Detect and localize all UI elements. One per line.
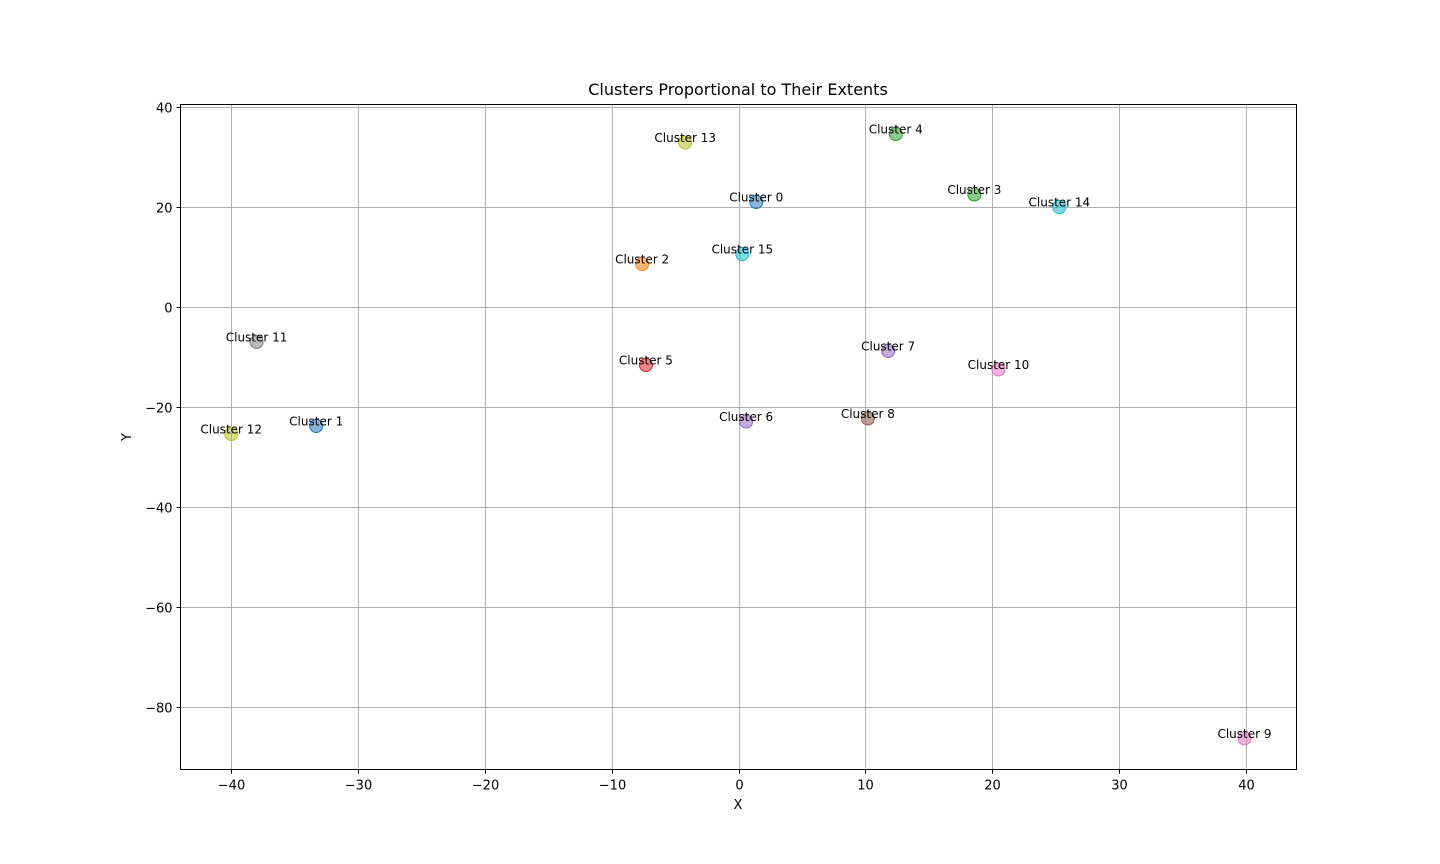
y-tick-label: −20	[145, 402, 172, 417]
data-point	[967, 187, 982, 202]
x-tick-label: −30	[345, 779, 372, 794]
point-label: Cluster 0	[729, 191, 783, 205]
x-tick-label: −40	[218, 779, 245, 794]
data-point	[860, 411, 875, 426]
point-label: Cluster 8	[841, 407, 895, 421]
y-tick-label: −80	[145, 702, 172, 717]
data-point	[749, 195, 764, 209]
point-label: Cluster 14	[1029, 196, 1091, 210]
point-label: Cluster 5	[619, 354, 673, 368]
data-point	[1052, 200, 1067, 214]
plot-frame	[180, 104, 1297, 770]
data-point	[739, 414, 754, 429]
data-point	[991, 362, 1006, 377]
grid	[180, 104, 1297, 770]
data-point	[224, 427, 239, 441]
point-label: Cluster 15	[711, 243, 773, 257]
x-tick-label: 10	[857, 779, 874, 794]
point-label: Cluster 1	[289, 415, 343, 429]
y-tick-label: 0	[164, 302, 172, 317]
y-tick-label: 40	[156, 102, 173, 117]
x-tick-label: −10	[599, 779, 626, 794]
point-label: Cluster 3	[947, 183, 1001, 197]
point-label: Cluster 12	[200, 423, 262, 437]
data-points: Cluster 0 Cluster 1 Cluster 2 Cluster 3 Clus…	[200, 123, 1272, 746]
x-tick-label: −20	[472, 779, 499, 794]
data-point	[678, 135, 693, 150]
data-point	[881, 344, 896, 358]
y-tick-label: −60	[145, 602, 172, 617]
y-axis-label: Y	[120, 433, 135, 442]
x-tick-label: 0	[735, 779, 743, 794]
point-label: Cluster 7	[861, 340, 915, 354]
data-point	[635, 257, 650, 271]
y-tick-label: −40	[145, 502, 172, 517]
y-tick-label: 20	[156, 202, 173, 217]
point-label: Cluster 10	[968, 358, 1030, 372]
x-tick-label: 40	[1238, 779, 1255, 794]
x-axis-label: X	[734, 798, 743, 813]
point-label: Cluster 6	[719, 410, 773, 424]
data-point	[249, 335, 264, 349]
point-label: Cluster 2	[615, 253, 669, 267]
point-label: Cluster 11	[226, 331, 288, 345]
x-tick-label: 30	[1111, 779, 1128, 794]
axes-ticks: −40 −30 −20 −10 0 10 20 30 40 40 20 0 −20 −40 −60 −80	[145, 102, 1255, 794]
point-label: Cluster 4	[869, 123, 923, 137]
point-label: Cluster 13	[654, 131, 716, 145]
data-point	[309, 419, 324, 433]
data-point	[638, 358, 653, 372]
x-tick-label: 20	[984, 779, 1001, 794]
point-label: Cluster 9	[1217, 727, 1271, 741]
data-point	[1237, 731, 1252, 746]
data-point	[735, 247, 750, 261]
chart-title: Clusters Proportional to Their Extents	[588, 80, 888, 99]
data-point	[888, 127, 903, 141]
